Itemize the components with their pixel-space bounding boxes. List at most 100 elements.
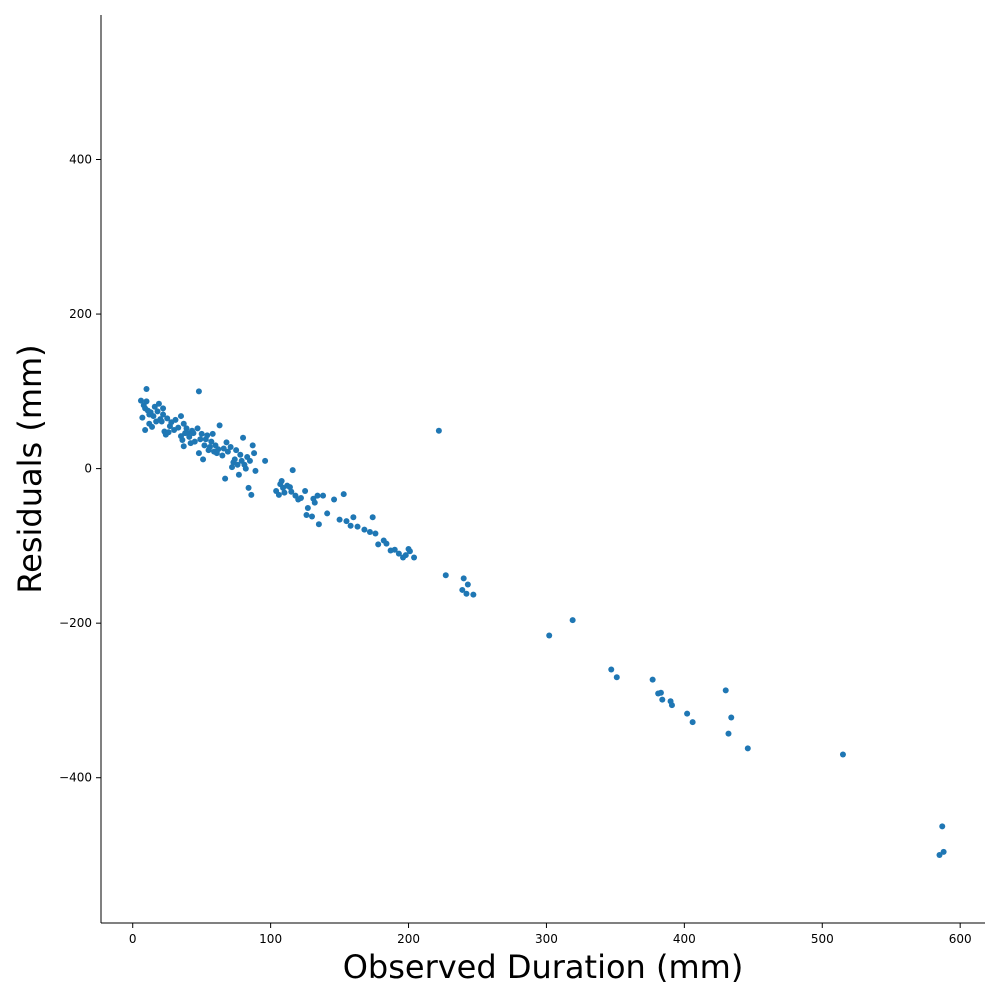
data-point	[402, 552, 409, 559]
data-point	[227, 443, 234, 450]
data-point	[195, 450, 202, 457]
data-point	[190, 430, 197, 437]
x-tick-label: 400	[673, 932, 696, 946]
data-point	[304, 505, 311, 512]
data-point	[406, 548, 413, 555]
data-point	[209, 430, 216, 437]
data-point	[251, 450, 258, 457]
data-point	[324, 510, 331, 517]
data-point	[222, 475, 229, 482]
data-point	[722, 687, 729, 694]
data-point	[939, 823, 946, 830]
x-tick-label: 300	[535, 932, 558, 946]
data-point	[252, 467, 259, 474]
data-point	[262, 457, 269, 464]
data-point	[191, 438, 198, 445]
data-point	[288, 488, 295, 495]
data-point	[303, 511, 310, 518]
data-point	[155, 400, 162, 407]
data-point	[343, 518, 350, 525]
data-point	[278, 477, 285, 484]
data-point	[657, 689, 664, 696]
data-point	[179, 437, 186, 444]
data-point	[383, 540, 390, 547]
data-point	[659, 696, 666, 703]
data-point	[151, 403, 158, 410]
data-point	[320, 492, 327, 499]
x-tick-label: 500	[811, 932, 834, 946]
x-tick-label: 200	[397, 932, 420, 946]
x-ticks: 0 100 200 300 400 500 600	[129, 923, 972, 946]
data-point	[689, 719, 696, 726]
y-tick-label: −400	[59, 771, 92, 785]
data-point	[180, 420, 187, 427]
x-tick-label: 100	[259, 932, 282, 946]
data-point	[206, 443, 213, 450]
data-point	[347, 522, 354, 529]
data-point	[158, 418, 165, 425]
data-point	[149, 423, 156, 430]
data-point	[302, 488, 309, 495]
data-point	[143, 386, 150, 393]
data-point	[237, 451, 244, 458]
data-point	[668, 702, 675, 709]
data-point	[470, 591, 477, 598]
data-point	[311, 499, 318, 506]
data-point	[297, 494, 304, 501]
data-point	[224, 448, 231, 455]
data-point	[395, 550, 402, 557]
data-point	[725, 730, 732, 737]
y-tick-label: 200	[69, 307, 92, 321]
data-point	[175, 424, 182, 431]
data-point	[839, 751, 846, 758]
data-point	[314, 492, 321, 499]
data-point	[275, 491, 282, 498]
data-point	[240, 434, 247, 441]
data-point	[177, 413, 184, 420]
data-point	[281, 489, 288, 496]
data-point	[464, 581, 471, 588]
data-point	[613, 674, 620, 681]
data-point	[546, 632, 553, 639]
data-point	[197, 436, 204, 443]
data-point	[463, 590, 470, 597]
data-point	[361, 526, 368, 533]
data-point	[172, 416, 179, 423]
data-point	[744, 745, 751, 752]
data-point	[460, 575, 467, 582]
data-point	[442, 572, 449, 579]
data-point	[940, 848, 947, 855]
data-point	[309, 513, 316, 520]
data-point	[315, 521, 322, 528]
data-point	[139, 414, 146, 421]
points-layer	[137, 386, 947, 858]
data-point	[154, 408, 161, 415]
data-point	[216, 422, 223, 429]
data-point	[569, 617, 576, 624]
data-point	[200, 456, 207, 463]
data-point	[234, 461, 241, 468]
data-point	[198, 430, 205, 437]
data-point	[165, 429, 172, 436]
data-point	[180, 443, 187, 450]
data-point	[194, 425, 201, 432]
data-point	[459, 586, 466, 593]
data-point	[183, 425, 190, 432]
y-tick-label: 400	[69, 153, 92, 167]
y-tick-label: −200	[59, 616, 92, 630]
data-point	[649, 676, 656, 683]
data-point	[289, 467, 296, 474]
data-point	[411, 554, 418, 561]
data-point	[350, 514, 357, 521]
data-point	[608, 666, 615, 673]
data-point	[249, 442, 256, 449]
y-tick-label: 0	[84, 462, 92, 476]
x-axis-title: Observed Duration (mm)	[343, 948, 744, 986]
data-point	[435, 427, 442, 434]
data-point	[137, 397, 144, 404]
data-point	[204, 432, 211, 439]
data-point	[331, 496, 338, 503]
data-point	[231, 456, 238, 463]
data-point	[164, 415, 171, 422]
